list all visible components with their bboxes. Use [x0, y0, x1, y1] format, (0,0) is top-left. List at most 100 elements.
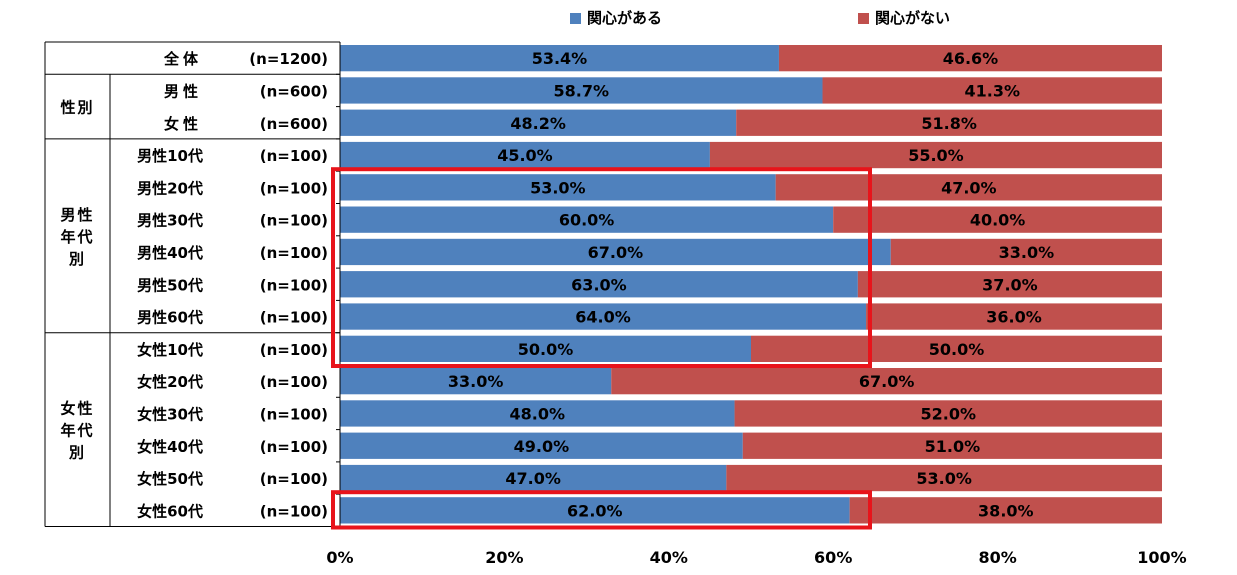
bar-data-label-1-2: 51.8%	[921, 114, 977, 133]
bar-interested-0	[340, 45, 779, 72]
row-n-6: (n=100)	[260, 244, 328, 262]
highlight-box-2	[331, 490, 872, 530]
bar-interested-13	[340, 464, 727, 492]
bar-not-interested-9	[751, 335, 1162, 362]
row-n-8: (n=100)	[260, 309, 328, 327]
bar-interested-10	[340, 368, 612, 395]
bar-not-interested-0	[778, 45, 1162, 72]
bar-interested-2	[340, 109, 737, 136]
bar-data-label-1-8: 36.0%	[986, 308, 1042, 327]
group-label-2-line-2: 別	[68, 250, 86, 268]
bar-not-interested-11	[734, 400, 1162, 427]
bar-data-label-1-12: 51.0%	[925, 437, 981, 456]
bar-data-label-0-6: 67.0%	[588, 243, 644, 262]
bar-data-label-1-0: 46.6%	[943, 49, 999, 68]
row-n-14: (n=100)	[260, 502, 328, 520]
row-n-9: (n=100)	[260, 341, 328, 359]
row-label-6: 男性40代	[137, 244, 203, 262]
bar-data-label-0-12: 49.0%	[514, 437, 570, 456]
row-n-7: (n=100)	[260, 276, 328, 294]
row-label-9: 女性10代	[137, 341, 203, 359]
bar-not-interested-4	[775, 174, 1162, 201]
row-n-5: (n=100)	[260, 212, 328, 230]
row-label-3: 男性10代	[137, 147, 203, 165]
bar-data-label-0-14: 62.0%	[567, 501, 623, 520]
row-label-8: 男性60代	[137, 309, 203, 327]
bar-data-label-0-2: 48.2%	[510, 114, 566, 133]
x-tick-label-1: 20%	[485, 548, 523, 567]
bar-interested-4	[340, 174, 776, 201]
bar-data-label-0-8: 64.0%	[575, 308, 631, 327]
bar-interested-12	[340, 432, 743, 459]
row-n-2: (n=600)	[260, 115, 328, 133]
bar-not-interested-2	[736, 109, 1162, 136]
row-n-1: (n=600)	[260, 82, 328, 100]
row-label-1: 男性	[164, 82, 202, 100]
bar-interested-11	[340, 400, 735, 427]
group-label-1: 性別	[60, 99, 94, 117]
highlight-box-1	[331, 167, 872, 368]
group-label-3-line-2: 別	[68, 444, 86, 462]
legend-swatch-2	[858, 13, 869, 24]
bar-data-label-0-11: 48.0%	[510, 404, 566, 423]
row-n-0: (n=1200)	[249, 50, 328, 68]
row-label-5: 男性30代	[137, 212, 203, 230]
bar-data-label-1-6: 33.0%	[999, 243, 1055, 262]
bar-not-interested-3	[709, 141, 1162, 169]
row-n-10: (n=100)	[260, 373, 328, 391]
bar-not-interested-6	[890, 238, 1162, 266]
x-tick-label-3: 60%	[814, 548, 852, 567]
bar-not-interested-13	[726, 464, 1162, 492]
bar-interested-3	[340, 141, 710, 169]
bar-data-label-0-7: 63.0%	[571, 275, 627, 294]
bar-interested-5	[340, 206, 834, 233]
bar-data-label-0-1: 58.7%	[553, 81, 609, 100]
row-label-12: 女性40代	[137, 438, 203, 456]
bar-data-label-0-0: 53.4%	[532, 49, 588, 68]
bar-data-label-1-7: 37.0%	[982, 275, 1038, 294]
bar-data-label-1-4: 47.0%	[941, 178, 997, 197]
row-label-0: 全体	[163, 50, 202, 68]
x-tick-label-0: 0%	[326, 548, 353, 567]
bar-not-interested-1	[822, 77, 1162, 104]
bar-not-interested-5	[833, 206, 1162, 233]
bar-data-label-1-1: 41.3%	[964, 81, 1020, 100]
group-label-2-line-0: 男性	[60, 206, 94, 224]
legend-swatch-1	[570, 13, 581, 24]
row-n-12: (n=100)	[260, 438, 328, 456]
bar-data-label-0-3: 45.0%	[497, 146, 553, 165]
x-tick-label-5: 100%	[1137, 548, 1186, 567]
group-label-3-line-1: 年代	[60, 422, 94, 440]
bar-not-interested-8	[866, 303, 1162, 330]
bar-not-interested-14	[849, 497, 1162, 524]
bar-data-label-0-13: 47.0%	[505, 469, 561, 488]
legend-label-2: 関心がない	[875, 9, 950, 27]
bar-data-label-1-5: 40.0%	[970, 211, 1026, 230]
bar-interested-9	[340, 335, 751, 362]
bar-data-label-1-10: 67.0%	[859, 372, 915, 391]
row-label-10: 女性20代	[137, 373, 203, 391]
bar-data-label-1-14: 38.0%	[978, 501, 1034, 520]
bar-data-label-0-9: 50.0%	[518, 340, 574, 359]
bar-interested-7	[340, 271, 858, 298]
bar-interested-14	[340, 497, 850, 524]
bar-data-label-0-10: 33.0%	[448, 372, 504, 391]
row-n-3: (n=100)	[260, 147, 328, 165]
legend-label-1: 関心がある	[587, 9, 662, 27]
x-tick-label-4: 80%	[978, 548, 1016, 567]
bar-data-label-1-11: 52.0%	[921, 404, 977, 423]
bar-interested-8	[340, 303, 867, 330]
row-n-13: (n=100)	[260, 470, 328, 488]
row-label-7: 男性50代	[137, 276, 203, 294]
group-label-2-line-1: 年代	[60, 228, 94, 246]
bar-data-label-0-4: 53.0%	[530, 178, 586, 197]
bar-interested-1	[340, 77, 823, 104]
bar-not-interested-7	[857, 271, 1162, 298]
row-label-11: 女性30代	[137, 405, 203, 423]
x-tick-label-2: 40%	[650, 548, 688, 567]
row-label-4: 男性20代	[137, 179, 203, 197]
bar-data-label-1-9: 50.0%	[929, 340, 985, 359]
group-label-3-line-0: 女性	[60, 400, 94, 418]
row-n-4: (n=100)	[260, 179, 328, 197]
